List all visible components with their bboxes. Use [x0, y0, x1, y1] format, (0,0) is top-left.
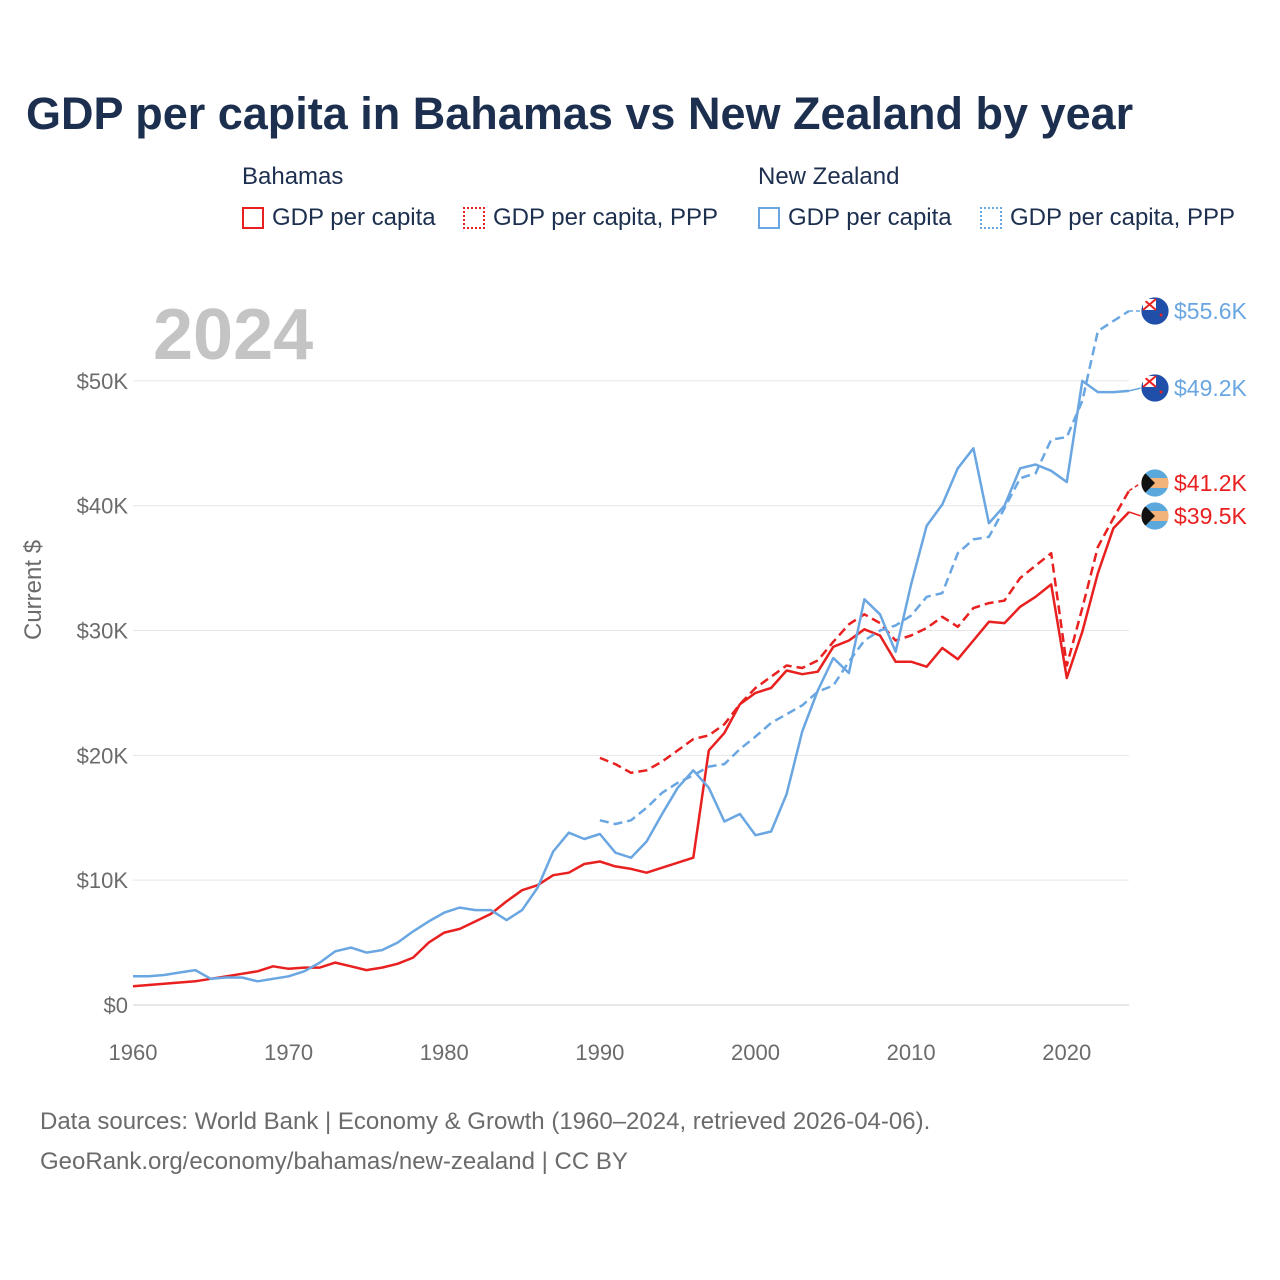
flag-triangle: [1141, 502, 1155, 530]
flag-star: [1159, 390, 1163, 394]
flag-body: [1141, 374, 1169, 402]
flag-star: [1159, 313, 1163, 317]
end-connector: [1128, 482, 1142, 492]
new-zealand-flag-icon: [1140, 373, 1170, 403]
year-badge: 2024: [153, 295, 314, 375]
x-tick-label: 1970: [264, 1040, 313, 1065]
flag-ring: [1140, 501, 1170, 531]
y-tick-label: $50K: [77, 369, 129, 394]
end-connector: [1128, 387, 1142, 392]
x-tick-label: 1960: [109, 1040, 158, 1065]
end-value-label: $39.5K: [1174, 503, 1248, 529]
x-tick-label: 1990: [575, 1040, 624, 1065]
y-tick-label: $30K: [77, 619, 129, 644]
new-zealand-flag-icon: [1140, 296, 1170, 326]
y-tick-label: $0: [104, 993, 128, 1018]
end-value-label: $55.6K: [1174, 298, 1248, 324]
legend-item-new-zealand-gdp[interactable]: GDP per capita: [758, 204, 952, 232]
chart-title: GDP per capita in Bahamas vs New Zealand…: [26, 88, 1134, 139]
legend-label: GDP per capita, PPP: [493, 204, 718, 231]
flag-ring: [1140, 468, 1170, 498]
y-tick-label: $40K: [77, 494, 129, 519]
x-tick-label: 2010: [887, 1040, 936, 1065]
legend-swatch-dotted-blue: [980, 207, 1002, 229]
legend-swatch-solid-blue: [758, 207, 780, 229]
legend-swatch-dotted-red: [463, 207, 485, 229]
legend-label: GDP per capita, PPP: [1010, 204, 1235, 231]
legend-item-bahamas-gdp-ppp[interactable]: GDP per capita, PPP: [463, 204, 718, 232]
footer-link[interactable]: GeoRank.org/economy/bahamas/new-zealand …: [40, 1148, 628, 1175]
legend-swatch-solid-red: [242, 207, 264, 229]
legend-label: GDP per capita: [788, 204, 952, 231]
y-tick-label: $10K: [77, 868, 129, 893]
y-tick-label: $20K: [77, 743, 129, 768]
legend-item-bahamas-gdp[interactable]: GDP per capita: [242, 204, 436, 232]
legend-label: GDP per capita: [272, 204, 436, 231]
flag-ring: [1140, 373, 1170, 403]
series-line-new-zealand-gdp-per-capita-ppp: [599, 309, 1130, 826]
series-line-bahamas-gdp-per-capita-ppp: [599, 490, 1131, 775]
x-tick-label: 2020: [1042, 1040, 1091, 1065]
flag-ring: [1140, 296, 1170, 326]
end-connector: [1128, 511, 1142, 517]
end-value-label: $41.2K: [1174, 470, 1248, 496]
end-value-label: $49.2K: [1174, 375, 1248, 401]
footer-sources: Data sources: World Bank | Economy & Gro…: [40, 1108, 931, 1135]
flag-body: [1141, 469, 1169, 497]
bahamas-flag-icon: [1140, 468, 1170, 498]
series-line-new-zealand-gdp-per-capita: [133, 379, 1130, 983]
bahamas-flag-icon: [1140, 501, 1170, 531]
x-tick-label: 2000: [731, 1040, 780, 1065]
legend-group-bahamas: Bahamas: [242, 163, 344, 190]
flag-body: [1141, 502, 1169, 530]
x-tick-label: 1980: [420, 1040, 469, 1065]
flag-triangle: [1141, 469, 1155, 497]
legend-group-new-zealand: New Zealand: [758, 163, 900, 190]
flag-body: [1141, 297, 1169, 325]
series-line-bahamas-gdp-per-capita: [132, 511, 1130, 988]
legend-item-new-zealand-gdp-ppp[interactable]: GDP per capita, PPP: [980, 204, 1235, 232]
